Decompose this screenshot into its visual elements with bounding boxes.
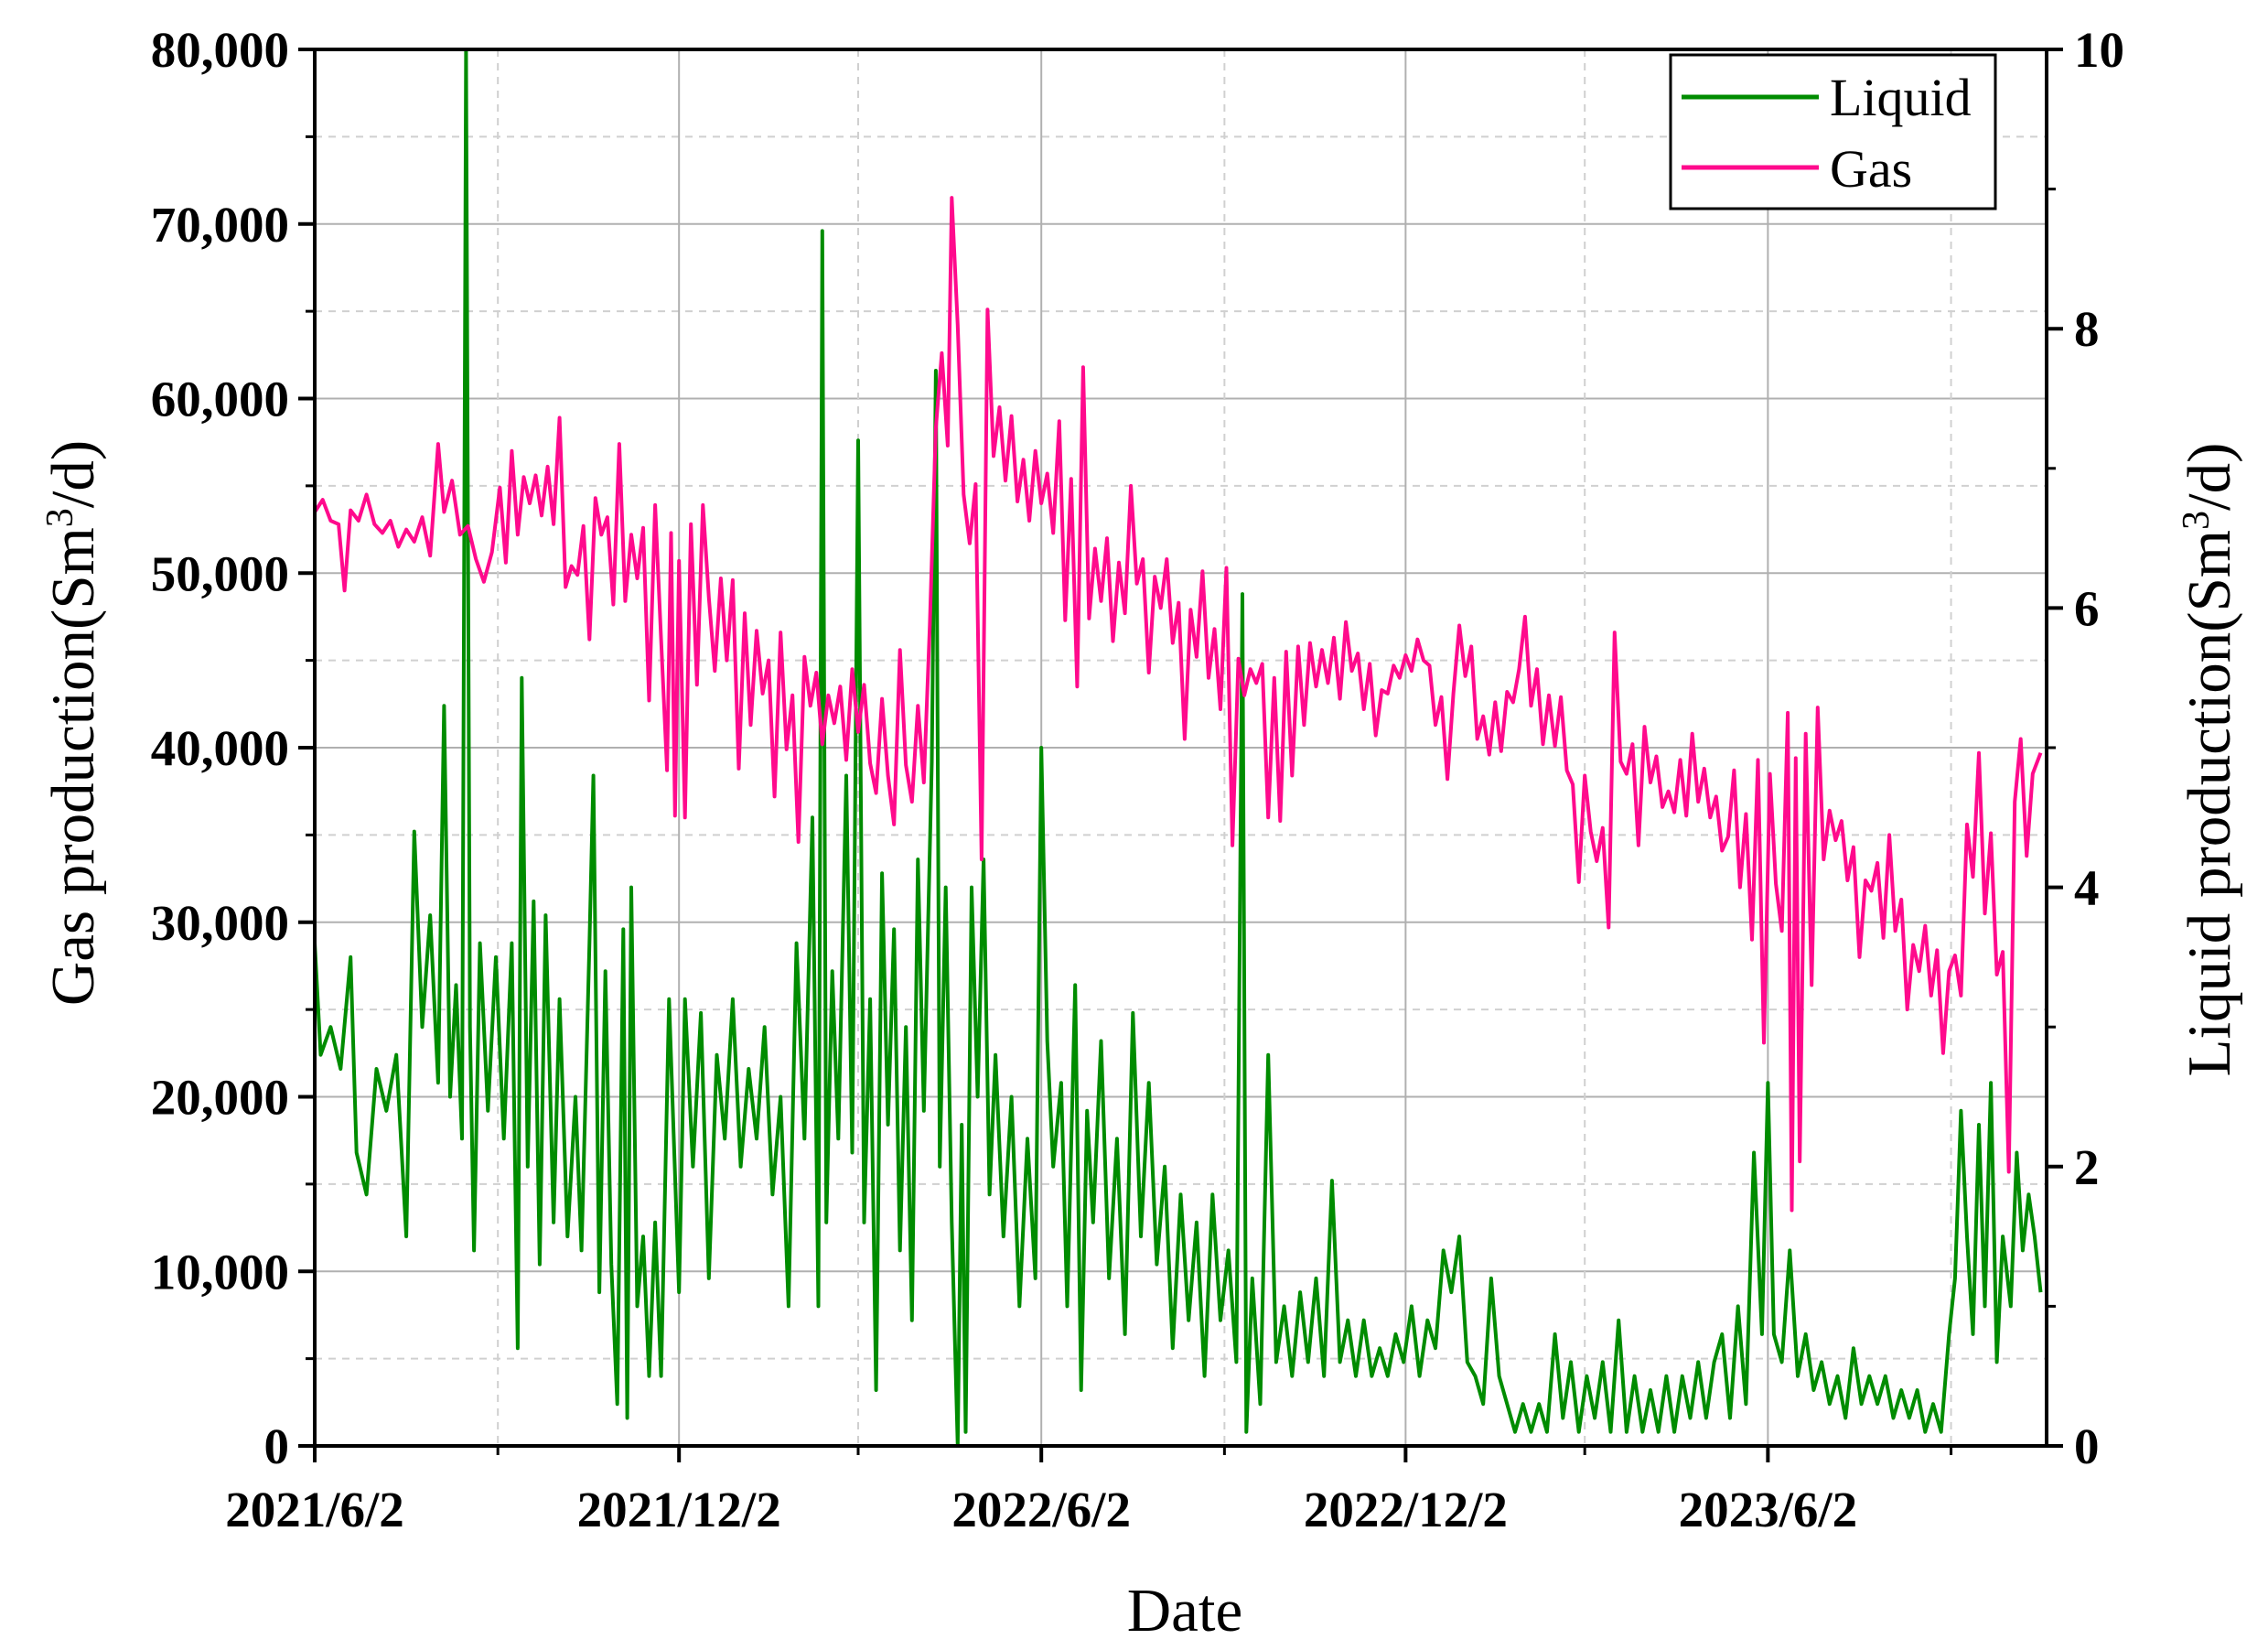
x-axis-title: Date — [1127, 1577, 1242, 1645]
y-axis-right-title: Liquid production(Sm3/d) — [2176, 443, 2243, 1077]
x-tick-label: 2021/12/2 — [577, 1482, 781, 1537]
gridlines — [315, 49, 2047, 1446]
legend-label-liquid: Liquid — [1830, 68, 1972, 127]
y-left-tick-label: 10,000 — [151, 1244, 289, 1300]
series-lines — [313, 48, 2043, 1448]
x-tick-label: 2021/6/2 — [225, 1482, 404, 1537]
y-right-tick-label: 4 — [2074, 860, 2100, 916]
series-line-gas — [313, 196, 2043, 1213]
tick-labels: 0 10,000 20,000 30,000 40,000 50,000 60,000 70,… — [151, 22, 2124, 1537]
series-line-liquid — [313, 48, 2043, 1448]
y-left-tick-label: 0 — [264, 1418, 290, 1474]
y-left-tick-label: 30,000 — [151, 895, 289, 951]
y-left-tick-label: 40,000 — [151, 720, 289, 776]
x-tick-label: 2022/12/2 — [1304, 1482, 1508, 1537]
legend-label-gas: Gas — [1830, 139, 1912, 199]
y-left-tick-label: 50,000 — [151, 545, 289, 601]
y-axis-left-title: Gas production(Sm3/d) — [39, 440, 107, 1006]
y-right-tick-label: 10 — [2074, 22, 2124, 78]
y-right-tick-label: 8 — [2074, 301, 2100, 357]
x-tick-label: 2023/6/2 — [1679, 1482, 1858, 1537]
legend-box — [1669, 53, 1997, 210]
axis-ticks — [298, 48, 2063, 1462]
y-left-tick-label: 80,000 — [151, 22, 289, 78]
y-left-tick-label: 20,000 — [151, 1070, 289, 1126]
legend: Liquid Gas — [1669, 53, 1997, 210]
y-right-tick-label: 0 — [2074, 1418, 2100, 1474]
y-right-tick-label: 6 — [2074, 580, 2100, 636]
x-tick-label: 2022/6/2 — [951, 1482, 1131, 1537]
y-right-tick-label: 2 — [2074, 1139, 2100, 1195]
y-left-tick-label: 60,000 — [151, 372, 289, 427]
y-left-tick-label: 70,000 — [151, 197, 289, 253]
